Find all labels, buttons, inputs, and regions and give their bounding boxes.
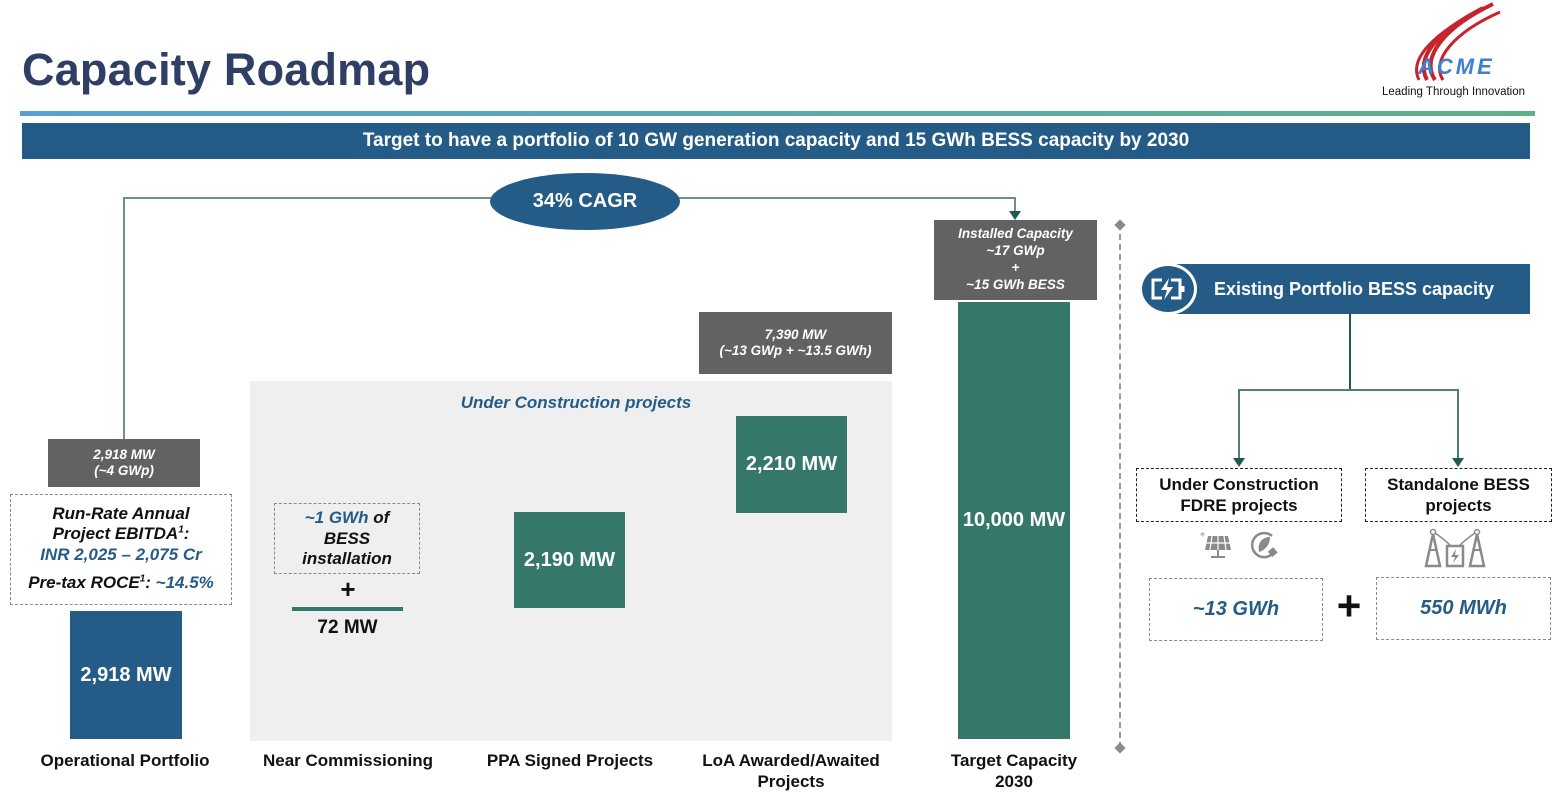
transmission-tower-battery-icon bbox=[1424, 528, 1486, 568]
page-title: Capacity Roadmap bbox=[22, 44, 431, 95]
under-construction-label: Under Construction projects bbox=[460, 393, 692, 412]
operational-callout: 2,918 MW (~4 GWp) bbox=[48, 439, 200, 487]
arrowhead-fdre bbox=[1233, 458, 1245, 467]
acme-logo-icon bbox=[1415, 2, 1501, 82]
ebitda-label-line2: Project EBITDA1: bbox=[52, 524, 190, 544]
logo-tagline: Leading Through Innovation bbox=[1382, 86, 1526, 98]
fdre-bess-value: ~13 GWh bbox=[1149, 578, 1323, 641]
logo-brand: ACME bbox=[1418, 54, 1495, 79]
label-near-commissioning: Near Commissioning bbox=[262, 751, 434, 770]
bar-target-capacity: 10,000 MW bbox=[958, 302, 1070, 739]
section-divider bbox=[1119, 224, 1121, 748]
plus-icon: + bbox=[340, 574, 356, 604]
label-ppa-signed: PPA Signed Projects bbox=[486, 751, 654, 770]
bar-near-commissioning bbox=[292, 607, 403, 611]
cagr-badge: 34% CAGR bbox=[490, 173, 680, 230]
category-fdre: Under Construction FDRE projects bbox=[1136, 468, 1342, 522]
standalone-bess-value: 550 MWh bbox=[1376, 577, 1551, 640]
operational-callout-gwp: (~4 GWp) bbox=[94, 463, 154, 478]
bar-operational-portfolio: 2,918 MW bbox=[70, 611, 182, 739]
svg-text:*: * bbox=[1200, 531, 1205, 542]
bess-gwh: ~1 GWh bbox=[304, 508, 369, 527]
ebitda-label-line1: Run-Rate Annual bbox=[52, 504, 190, 523]
uc-callout-mw: 7,390 MW bbox=[764, 326, 827, 342]
target-banner: Target to have a portfolio of 10 GW gene… bbox=[22, 123, 1530, 159]
target-callout: Installed Capacity ~17 GWp + ~15 GWh BES… bbox=[934, 220, 1097, 300]
under-construction-callout: 7,390 MW (~13 GWp + ~13.5 GWh) bbox=[699, 312, 892, 374]
roce-value: ~14.5% bbox=[155, 573, 214, 593]
near-commissioning-value: 72 MW bbox=[317, 617, 378, 638]
ebitda-box: Run-Rate Annual Project EBITDA1: INR 2,0… bbox=[10, 494, 232, 605]
title-underline bbox=[20, 111, 1535, 116]
uc-callout-breakdown: (~13 GWp + ~13.5 GWh) bbox=[719, 343, 872, 358]
bess-portfolio-header: Existing Portfolio BESS capacity bbox=[1165, 264, 1530, 314]
bess-header-badge bbox=[1139, 263, 1197, 315]
label-loa-awarded: LoA Awarded/Awaited Projects bbox=[702, 751, 880, 792]
bar-loa-awarded: 2,210 MW bbox=[736, 416, 847, 513]
roce-line: Pre-tax ROCE1: ~14.5% bbox=[28, 573, 214, 593]
green-energy-leaf-plug-icon bbox=[1251, 531, 1278, 559]
operational-callout-mw: 2,918 MW bbox=[93, 446, 155, 462]
bar-ppa-signed: 2,190 MW bbox=[514, 512, 625, 608]
label-target-capacity: Target Capacity 2030 bbox=[950, 751, 1078, 792]
category-standalone-bess: Standalone BESS projects bbox=[1365, 468, 1552, 522]
fdre-icons: * bbox=[1200, 530, 1280, 560]
bess-tree-branch bbox=[1238, 389, 1459, 459]
standalone-icons bbox=[1423, 528, 1487, 568]
battery-charging-icon bbox=[1151, 278, 1185, 300]
label-operational-portfolio: Operational Portfolio bbox=[40, 751, 210, 770]
ebitda-value: INR 2,025 – 2,075 Cr bbox=[40, 544, 202, 564]
divider-diamond-top bbox=[1114, 219, 1126, 231]
near-commissioning-bess-box: ~1 GWh of BESS installation bbox=[274, 503, 420, 574]
divider-diamond-bottom bbox=[1114, 742, 1126, 754]
cagr-arrowhead bbox=[1009, 211, 1021, 220]
plus-icon-large: + bbox=[1336, 582, 1362, 629]
arrowhead-standalone bbox=[1452, 458, 1464, 467]
solar-panel-icon: * bbox=[1200, 531, 1231, 558]
